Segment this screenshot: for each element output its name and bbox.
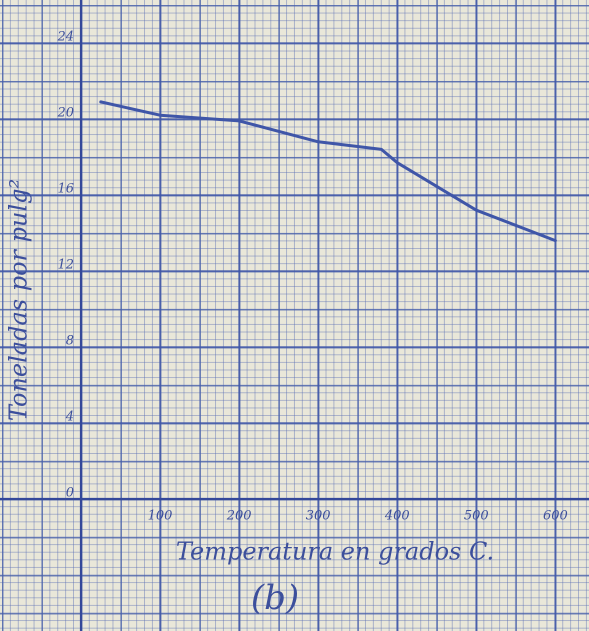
y-tick-label: 8 (66, 334, 74, 349)
y-tick-label: 4 (65, 410, 74, 425)
y-tick-label: 20 (56, 106, 74, 121)
y-tick-label: 12 (57, 258, 74, 273)
y-tick-label: 24 (56, 30, 74, 45)
page: {"chart_data": {"type": "line", "xlabel"… (0, 0, 589, 631)
x-tick-label: 300 (306, 509, 331, 524)
x-tick-label: 600 (543, 509, 568, 524)
x-tick-label: 100 (148, 509, 173, 524)
x-tick-label: 500 (464, 509, 489, 524)
x-tick-label: 200 (226, 509, 252, 524)
data-line (101, 102, 556, 241)
caption: (b) (251, 578, 299, 618)
y-axis-label: Toneladas por pulg² (5, 179, 33, 421)
x-axis-label: Temperatura en grados C. (176, 538, 494, 566)
chart: Temperatura en grados C. Toneladas por p… (0, 0, 589, 631)
y-tick-label: 16 (57, 182, 74, 197)
x-tick-label: 400 (384, 509, 410, 524)
